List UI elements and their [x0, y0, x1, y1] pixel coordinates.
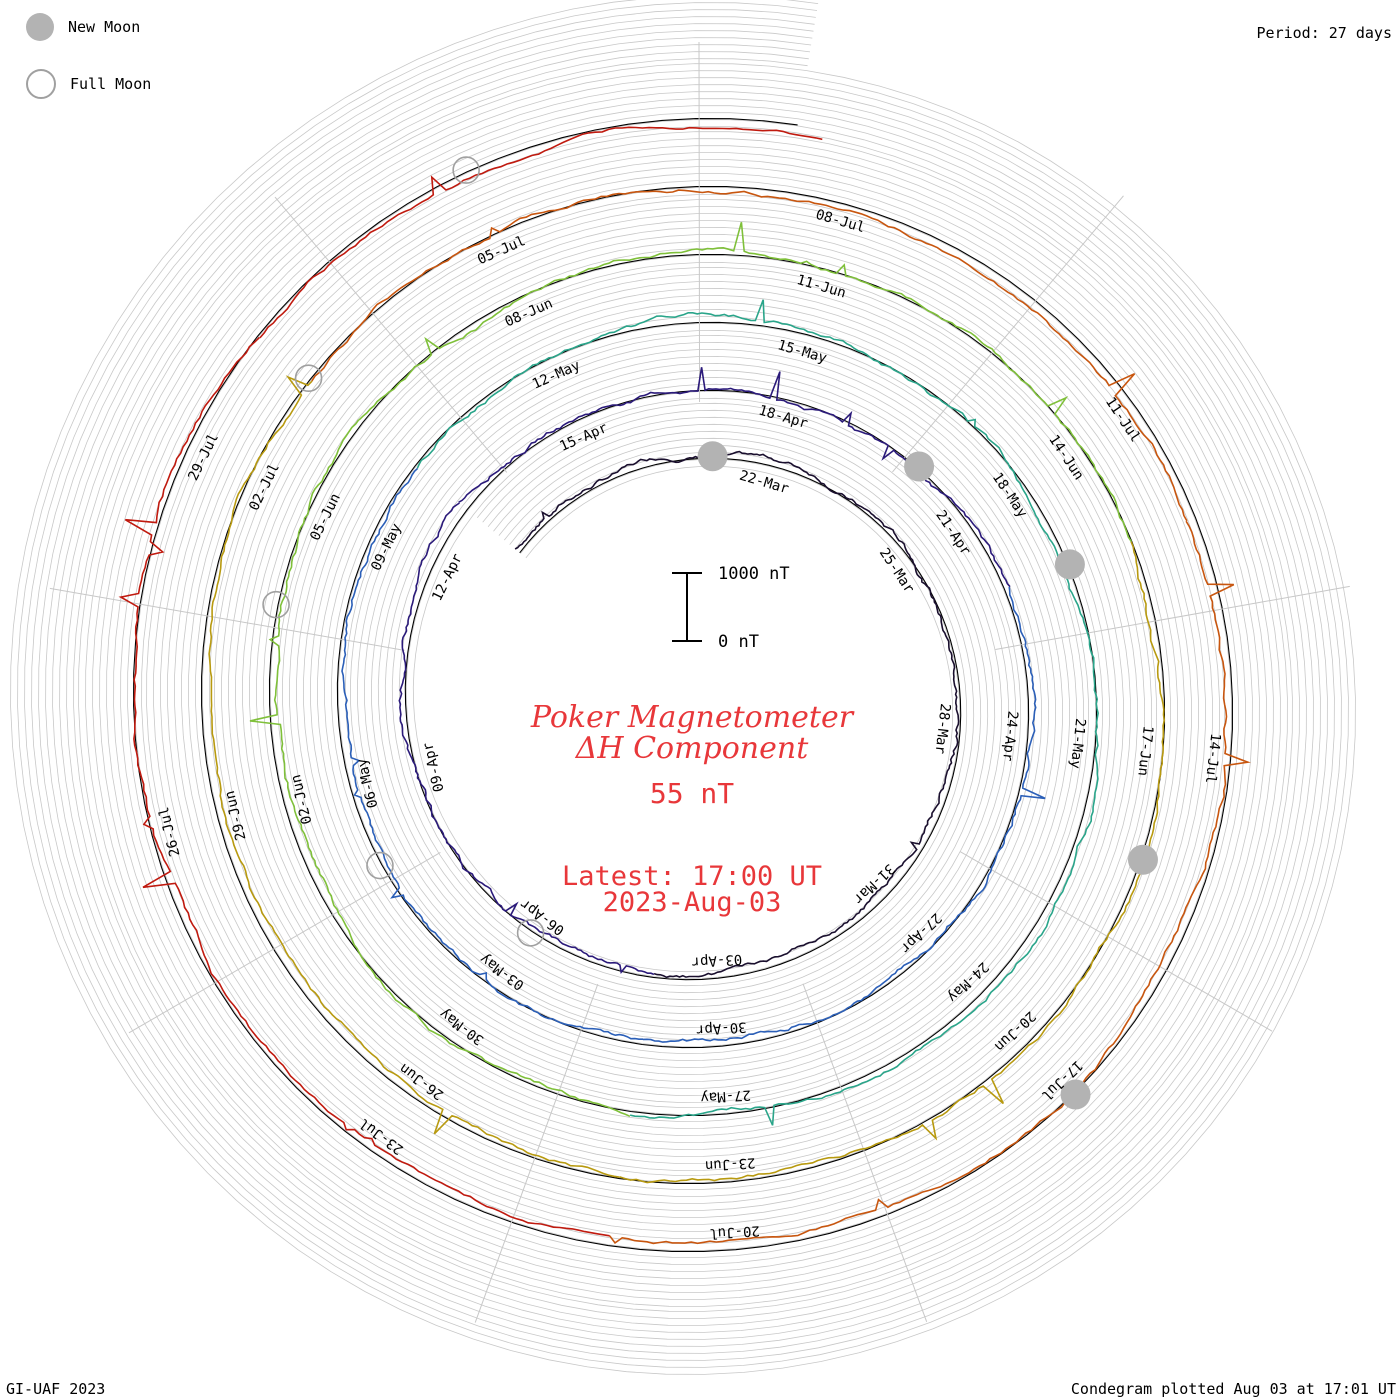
date-tick-label: 20-Jul — [709, 1222, 761, 1241]
grid-spiral — [10, 0, 1356, 1375]
chart-title: Poker Magnetometer — [530, 700, 855, 735]
grid-spiral — [73, 58, 1293, 1312]
trace-segment — [311, 189, 1188, 522]
spoke-line — [892, 195, 1124, 473]
date-tick-label: 14-Jul — [1202, 732, 1223, 784]
spiral-grid — [10, 0, 1356, 1375]
trace-segment — [249, 419, 631, 1118]
scale-top-label: 1000 nT — [718, 564, 790, 584]
trace-segment — [118, 336, 610, 1237]
trace-segment — [514, 450, 939, 614]
grid-spiral — [45, 30, 1321, 1340]
scale-bar: 1000 nT 0 nT — [672, 564, 790, 652]
date-tick-label: 09-May — [368, 521, 405, 573]
date-tick-label: 17-Jun — [1134, 725, 1155, 777]
full-moon-marker — [366, 851, 394, 880]
grid-spiral — [17, 2, 1349, 1368]
date-tick-label: 28-Mar — [932, 703, 953, 755]
new-moon-marker — [1127, 844, 1158, 875]
current-value: 55 nT — [650, 777, 734, 810]
trace-segment — [259, 126, 823, 339]
date-tick-label: 21-Apr — [932, 508, 973, 559]
trace-segment — [619, 541, 1166, 1184]
date-tick-label: 03-Apr — [691, 951, 743, 970]
latest-date: 2023-Aug-03 — [603, 887, 782, 918]
chart-title-block: Poker Magnetometer ΔH Component 55 nT La… — [530, 700, 855, 918]
date-tick-label: 25-Mar — [876, 545, 917, 596]
date-tick-label: 12-Apr — [429, 551, 466, 603]
trace-segment — [653, 612, 960, 979]
grid-spiral — [52, 37, 1314, 1333]
chart-subtitle: ΔH Component — [575, 731, 809, 766]
date-tick-label: 15-Apr — [557, 420, 610, 455]
trace-segment — [341, 467, 643, 1040]
footer-credit: GI-UAF 2023 — [6, 1380, 106, 1398]
trace-segment — [208, 375, 620, 1178]
scale-bottom-label: 0 nT — [718, 632, 759, 652]
date-tick-label: 27-May — [700, 1086, 752, 1105]
new-moon-icon — [26, 13, 54, 41]
full-moon-marker — [262, 590, 290, 619]
date-tick-label: 08-Jun — [503, 295, 556, 330]
date-tick-label: 11-Jul — [1102, 394, 1143, 445]
spoke-line — [959, 851, 1273, 1032]
date-tick-label: 21-May — [1067, 717, 1088, 769]
date-tick-label: 31-Mar — [850, 860, 898, 907]
moon-markers — [262, 156, 1158, 1110]
grid-spiral — [38, 23, 1328, 1347]
radial-spokes — [49, 41, 1350, 1323]
legend-new-moon: New Moon — [26, 13, 140, 41]
spoke-line — [128, 851, 441, 1034]
grid-spiral — [59, 44, 1307, 1326]
footer-plot-time: Condegram plotted Aug 03 at 17:01 UT — [1070, 1380, 1396, 1398]
trace-segment — [609, 520, 1251, 1245]
trace-segment — [642, 586, 1046, 1043]
grid-spiral — [24, 9, 1342, 1361]
new-moon-marker — [904, 451, 935, 482]
period-label: Period: 27 days — [1256, 24, 1392, 42]
date-tick-label: 05-Jun — [307, 491, 344, 543]
full-moon-marker — [516, 919, 545, 947]
full-moon-label: Full Moon — [70, 75, 152, 93]
date-tick-label: 30-Apr — [696, 1018, 748, 1037]
date-tick-label: 05-Jul — [475, 233, 528, 268]
trace-segment — [416, 299, 1064, 568]
spoke-line — [995, 585, 1350, 650]
trace-segment — [458, 367, 1011, 588]
full-moon-marker — [452, 156, 480, 184]
legend-full-moon: Full Moon — [26, 69, 151, 99]
new-moon-marker — [697, 441, 728, 472]
new-moon-marker — [1060, 1079, 1091, 1110]
date-tick-label: 14-Jun — [1045, 432, 1086, 483]
data-traces — [118, 126, 1251, 1245]
date-tick-label: 18-May — [989, 470, 1030, 521]
date-tick-label: 23-Jul — [356, 1115, 406, 1158]
date-tick-label: 24-Apr — [999, 710, 1020, 762]
spoke-line — [49, 587, 405, 651]
spoke-line — [274, 196, 508, 473]
spoke-line — [802, 983, 928, 1323]
grid-spiral — [31, 16, 1335, 1354]
date-tick-label: 23-Jun — [704, 1154, 756, 1173]
date-tick-label: 30-May — [437, 1005, 487, 1048]
full-moon-marker — [294, 364, 323, 392]
new-moon-label: New Moon — [68, 18, 141, 36]
date-tick-label: 02-Jul — [246, 461, 283, 513]
trace-segment — [629, 566, 1099, 1126]
spoke-line — [474, 983, 599, 1323]
trace-segment — [358, 221, 1133, 543]
date-tick-label: 29-Jul — [185, 431, 222, 483]
baseline-spiral — [133, 118, 1233, 1252]
date-tick-label: 09-Apr — [420, 741, 448, 794]
grid-spiral — [66, 51, 1300, 1319]
new-moon-marker — [1054, 549, 1085, 580]
latest-time: Latest: 17:00 UT — [562, 861, 822, 892]
full-moon-icon — [26, 69, 56, 99]
trace-segment — [398, 502, 655, 976]
spoke-line — [698, 41, 701, 403]
